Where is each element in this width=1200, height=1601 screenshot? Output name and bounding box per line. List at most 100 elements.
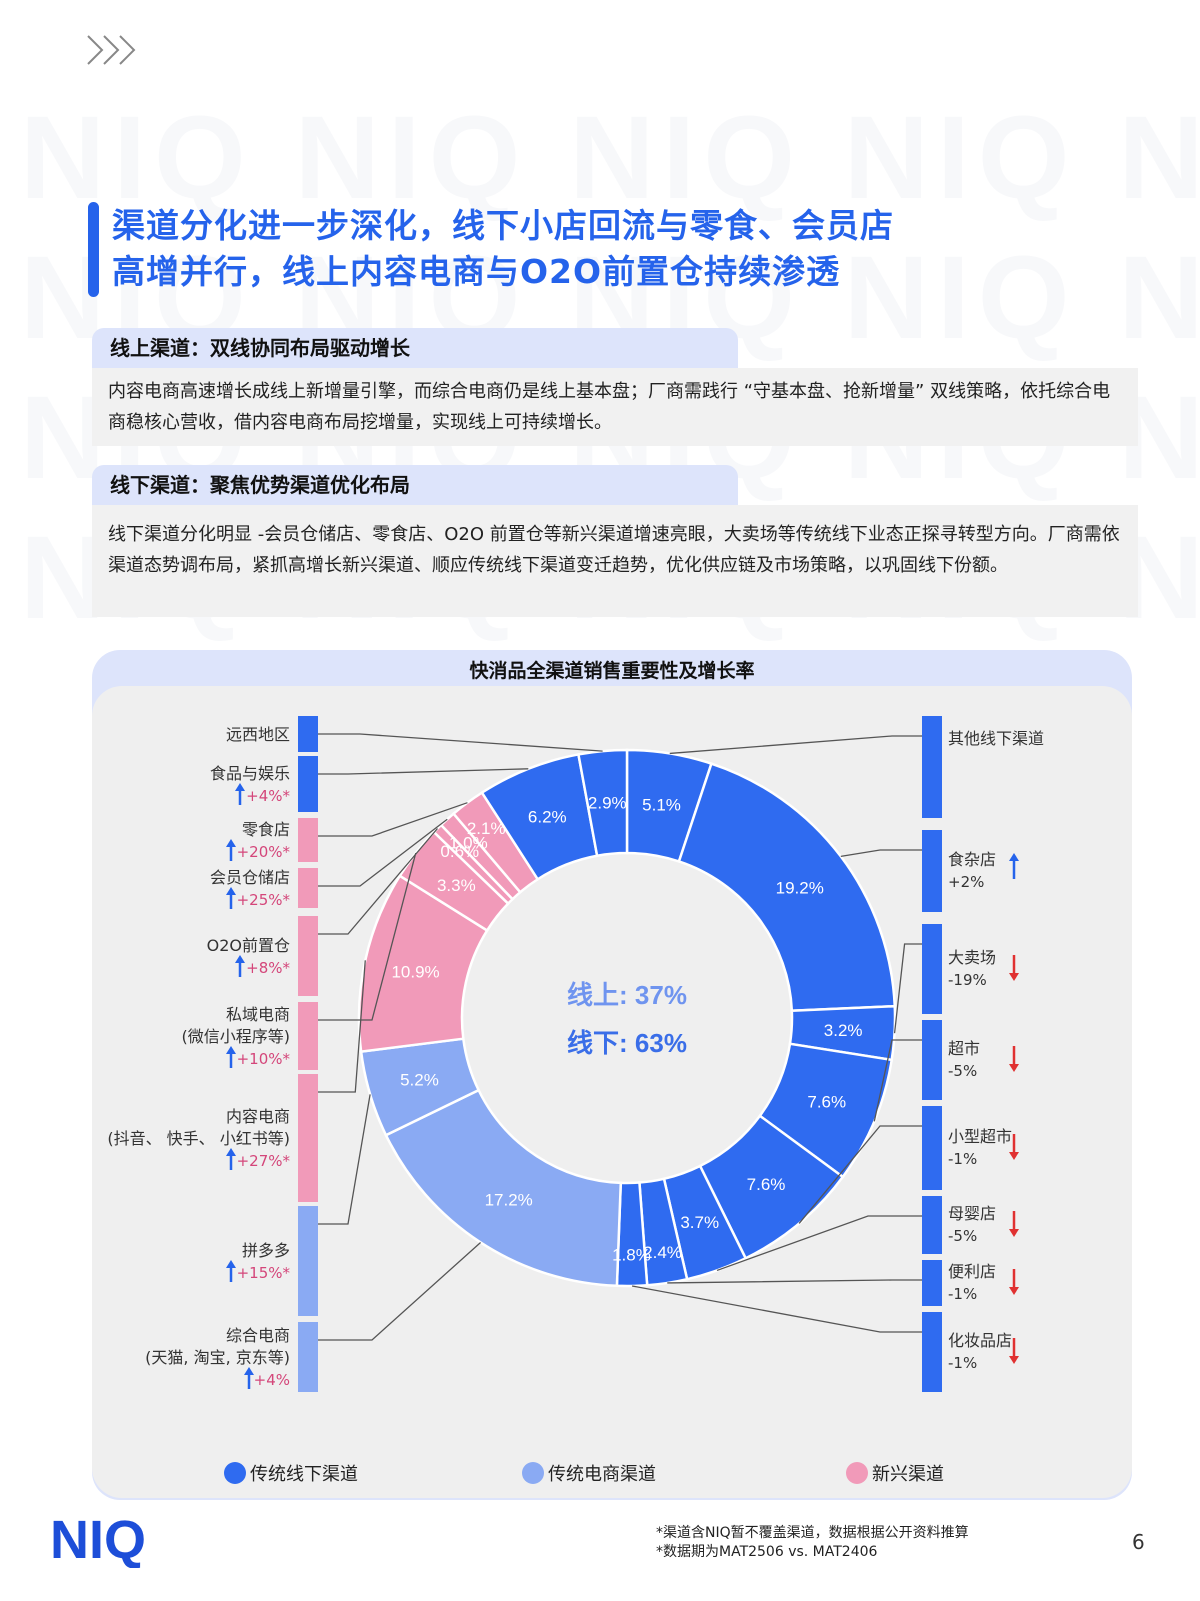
growth-rate: +8%* <box>246 959 290 977</box>
donut-slice <box>677 762 897 1013</box>
channel-bar <box>298 916 318 996</box>
leader-line <box>631 1285 922 1333</box>
title-accent-bar <box>88 202 99 297</box>
channel-bar <box>922 830 942 912</box>
channel-bar <box>298 1206 318 1316</box>
growth-rate: -19% <box>948 971 987 989</box>
legend-label: 传统电商渠道 <box>548 1464 656 1485</box>
channel-label: 拼多多 <box>242 1241 290 1260</box>
legend-dot <box>846 1462 868 1484</box>
up-arrow-icon <box>226 887 236 895</box>
channel-label: 母婴店 <box>948 1204 996 1223</box>
slice-value-label: 5.1% <box>642 795 681 814</box>
leader-line <box>716 1215 922 1272</box>
leader-line <box>667 1279 922 1284</box>
legend-dot <box>522 1462 544 1484</box>
channel-bar <box>298 868 318 908</box>
leader-line <box>318 818 448 887</box>
leader-line <box>318 960 366 1093</box>
channel-bar <box>298 716 318 752</box>
leader-line <box>318 768 529 775</box>
channel-label: 综合电商 <box>226 1326 290 1345</box>
legend-label: 新兴渠道 <box>872 1464 944 1485</box>
growth-rate: -1% <box>948 1354 977 1372</box>
page-title-line-2: 高增并行，线上内容电商与O2O前置仓持续渗透 <box>112 252 841 291</box>
slice-value-label: 2.1% <box>467 819 506 838</box>
up-arrow-icon <box>226 1046 236 1054</box>
slice-value-label: 1.8% <box>612 1245 651 1264</box>
channel-label: 化妆品店 <box>948 1331 1012 1350</box>
leader-line <box>318 1094 371 1225</box>
legend-item-emerging: 新兴渠道 <box>846 1460 944 1486</box>
channel-label: 其他线下渠道 <box>948 729 1044 748</box>
slice-value-label: 19.2% <box>776 878 824 897</box>
slice-value-label: 3.2% <box>824 1021 863 1040</box>
channel-bar <box>298 1002 318 1070</box>
growth-rate: +25%* <box>237 891 291 909</box>
down-arrow-icon <box>1009 1356 1019 1364</box>
page-number: 6 <box>1132 1530 1145 1554</box>
down-arrow-icon <box>1009 973 1019 981</box>
channel-label: 内容电商 <box>226 1107 290 1126</box>
donut-slice <box>384 1088 623 1288</box>
slice-value-label: 7.6% <box>747 1175 786 1194</box>
channel-bar <box>298 818 318 862</box>
channel-bar <box>922 1196 942 1254</box>
leader-line <box>318 828 438 935</box>
slice-value-label: 2.4% <box>643 1243 682 1262</box>
slice-value-label: 3.3% <box>437 876 476 895</box>
slice-value-label: 7.6% <box>807 1092 846 1111</box>
channel-bar <box>922 1020 942 1100</box>
channel-label: 食杂店 <box>948 850 996 869</box>
slice-value-label: 2.9% <box>588 793 627 812</box>
donut-slice <box>576 748 629 858</box>
channel-label: 私域电商 <box>226 1005 290 1024</box>
page-title-line-1: 渠道分化进一步深化，线下小店回流与零食、会员店 <box>112 206 894 245</box>
channel-bar <box>922 1260 942 1306</box>
slice-value-label: 10.9% <box>391 962 439 981</box>
channel-label: 远西地区 <box>226 725 290 744</box>
leader-line <box>798 1125 922 1224</box>
growth-rate: +10%* <box>237 1050 291 1068</box>
slice-value-label: 5.2% <box>400 1071 439 1090</box>
channel-bar <box>298 756 318 812</box>
slice-value-label: 6.2% <box>528 808 567 827</box>
growth-rate: +27%* <box>237 1152 291 1170</box>
growth-rate: -5% <box>948 1062 977 1080</box>
leader-line <box>318 733 603 752</box>
footnote: *渠道含NIQ暂不覆盖渠道，数据根据公开资料推算 *数据期为MAT2506 vs… <box>656 1524 969 1562</box>
page-title: 渠道分化进一步深化，线下小店回流与零食、会员店 高增并行，线上内容电商与O2O前… <box>112 203 972 295</box>
offline-section-heading: 线下渠道：聚焦优势渠道优化布局 <box>92 465 738 505</box>
leader-line <box>318 852 417 1021</box>
up-arrow-icon <box>226 1260 236 1268</box>
channel-label: 超市 <box>948 1039 980 1058</box>
up-arrow-icon <box>226 839 236 847</box>
footnote-line-1: *渠道含NIQ暂不覆盖渠道，数据根据公开资料推算 <box>656 1525 969 1541</box>
leader-line <box>840 849 922 858</box>
legend-dot <box>224 1462 246 1484</box>
legend-item-traditional-offline: 传统线下渠道 <box>224 1460 358 1486</box>
channel-label: 便利店 <box>948 1262 996 1281</box>
slice-value-label: 17.2% <box>485 1190 533 1209</box>
slice-value-label: 1.0% <box>449 834 488 853</box>
channel-label: 小型超市 <box>948 1127 1012 1146</box>
channel-bar <box>298 1322 318 1392</box>
online-section-heading: 线上渠道：双线协同布局驱动增长 <box>92 328 738 368</box>
up-arrow-icon <box>226 1148 236 1156</box>
channel-label: 会员仓储店 <box>210 868 290 887</box>
up-arrow-icon <box>235 955 245 963</box>
legend-item-traditional-ecommerce: 传统电商渠道 <box>522 1460 656 1486</box>
channel-bar <box>298 1074 318 1202</box>
niq-logo: NIQ <box>50 1512 146 1568</box>
channel-label: 零食店 <box>242 820 290 839</box>
center-label: 线上: 37% <box>567 980 687 1010</box>
down-arrow-icon <box>1009 1287 1019 1295</box>
growth-rate: +4%* <box>246 787 290 805</box>
channel-label: (天猫, 淘宝, 京东等) <box>145 1348 290 1367</box>
center-label: 线下: 63% <box>567 1028 687 1058</box>
down-arrow-icon <box>1009 1064 1019 1072</box>
down-arrow-icon <box>1009 1152 1019 1160</box>
channel-label: (抖音、 快手、 小红书等) <box>107 1129 290 1148</box>
growth-rate: +4% <box>254 1371 290 1389</box>
chart-title: 快消品全渠道销售重要性及增长率 <box>469 660 755 682</box>
